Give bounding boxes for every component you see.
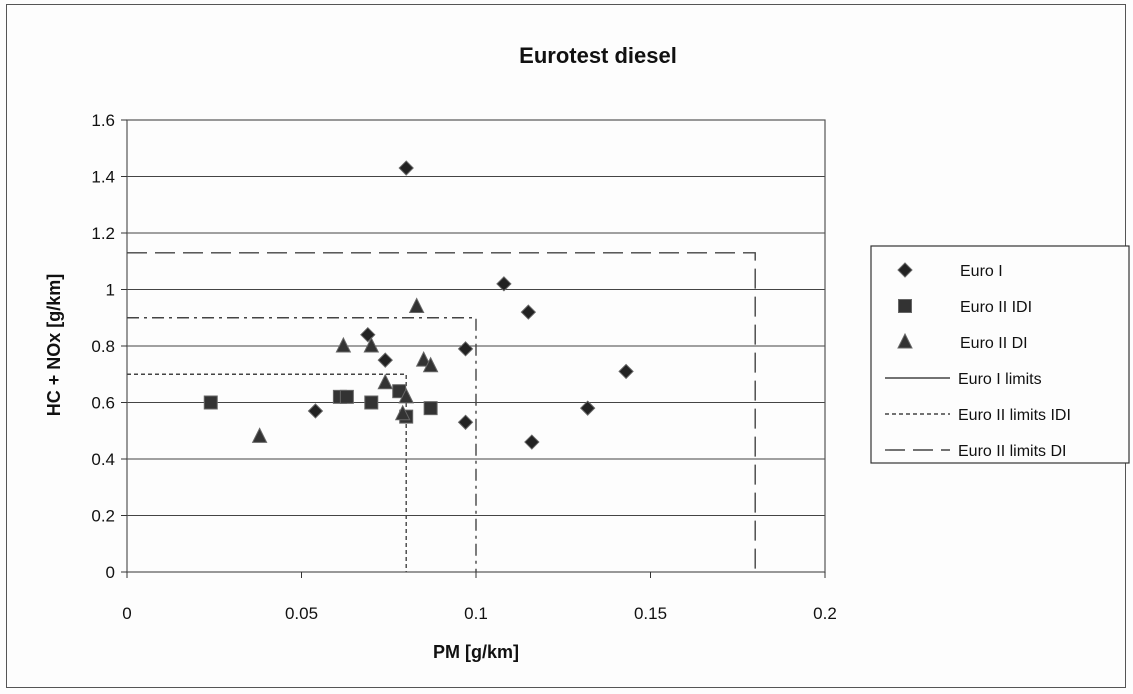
x-tick-label: 0.1 <box>464 604 488 623</box>
square-point <box>423 401 438 416</box>
legend: Euro I Euro II IDI Euro II DI Euro I limits… <box>870 245 1130 464</box>
y-tick-label: 0.8 <box>91 337 115 356</box>
legend-box <box>870 245 1130 464</box>
legend-label: Euro I limits <box>958 371 1042 388</box>
legend-triangle-icon <box>897 332 913 349</box>
legend-label: Euro II limits IDI <box>958 407 1071 424</box>
diamond-point <box>377 352 393 368</box>
diamond-point <box>579 400 596 416</box>
data-points <box>203 160 634 450</box>
square-point <box>364 395 379 410</box>
legend-diamond-icon <box>897 262 913 278</box>
legend-label: Euro II DI <box>960 335 1028 352</box>
diamond-point <box>457 341 474 357</box>
diamond-point <box>520 304 537 320</box>
x-tick-label: 0.05 <box>285 604 318 623</box>
diamond-point <box>457 414 474 430</box>
legend-square-icon <box>898 299 912 313</box>
legend-label: Euro II IDI <box>960 299 1032 316</box>
x-tick-label: 0.15 <box>634 604 667 623</box>
y-tick-label: 1.4 <box>91 168 115 187</box>
limit-line <box>127 373 407 572</box>
triangle-point <box>415 351 432 367</box>
diamond-point <box>398 160 414 176</box>
triangle-point <box>363 336 380 353</box>
triangle-point <box>408 297 425 313</box>
y-tick-label: 0 <box>106 563 115 582</box>
x-tick-label: 0.2 <box>813 604 837 623</box>
triangle-point <box>422 356 439 373</box>
square-point <box>203 395 218 410</box>
limit-lines <box>127 252 756 572</box>
triangle-point <box>335 336 352 353</box>
diamond-point <box>307 403 324 419</box>
y-tick-label: 0.2 <box>91 507 115 526</box>
triangle-point <box>398 387 415 404</box>
legend-label: Euro II limits DI <box>958 443 1066 460</box>
y-tick-label: 1 <box>106 281 115 300</box>
diamond-point <box>360 326 376 343</box>
y-ticks: 0 0.2 0.4 0.6 0.8 1 1.2 1.4 1.6 <box>91 111 127 582</box>
x-tick-label: 0 <box>122 604 131 623</box>
y-tick-label: 1.2 <box>91 224 115 243</box>
square-point <box>339 389 354 404</box>
triangle-point <box>394 404 411 421</box>
y-tick-label: 1.6 <box>91 111 115 130</box>
limit-line <box>127 317 477 572</box>
grid <box>127 119 825 516</box>
y-tick-label: 0.4 <box>91 450 115 469</box>
diamond-point <box>618 363 634 380</box>
legend-label: Euro I <box>960 263 1003 280</box>
diamond-point <box>524 434 540 450</box>
y-tick-label: 0.6 <box>91 394 115 413</box>
triangle-point <box>251 427 268 443</box>
limit-line <box>127 252 756 572</box>
triangle-point <box>377 373 394 390</box>
x-ticks: 0 0.05 0.1 0.15 0.2 <box>122 572 837 623</box>
diamond-point <box>496 276 512 292</box>
chart-title: Eurotest diesel <box>519 43 677 68</box>
y-axis-label: HC + NOx [g/km] <box>44 274 64 417</box>
x-axis-label: PM [g/km] <box>433 642 519 662</box>
